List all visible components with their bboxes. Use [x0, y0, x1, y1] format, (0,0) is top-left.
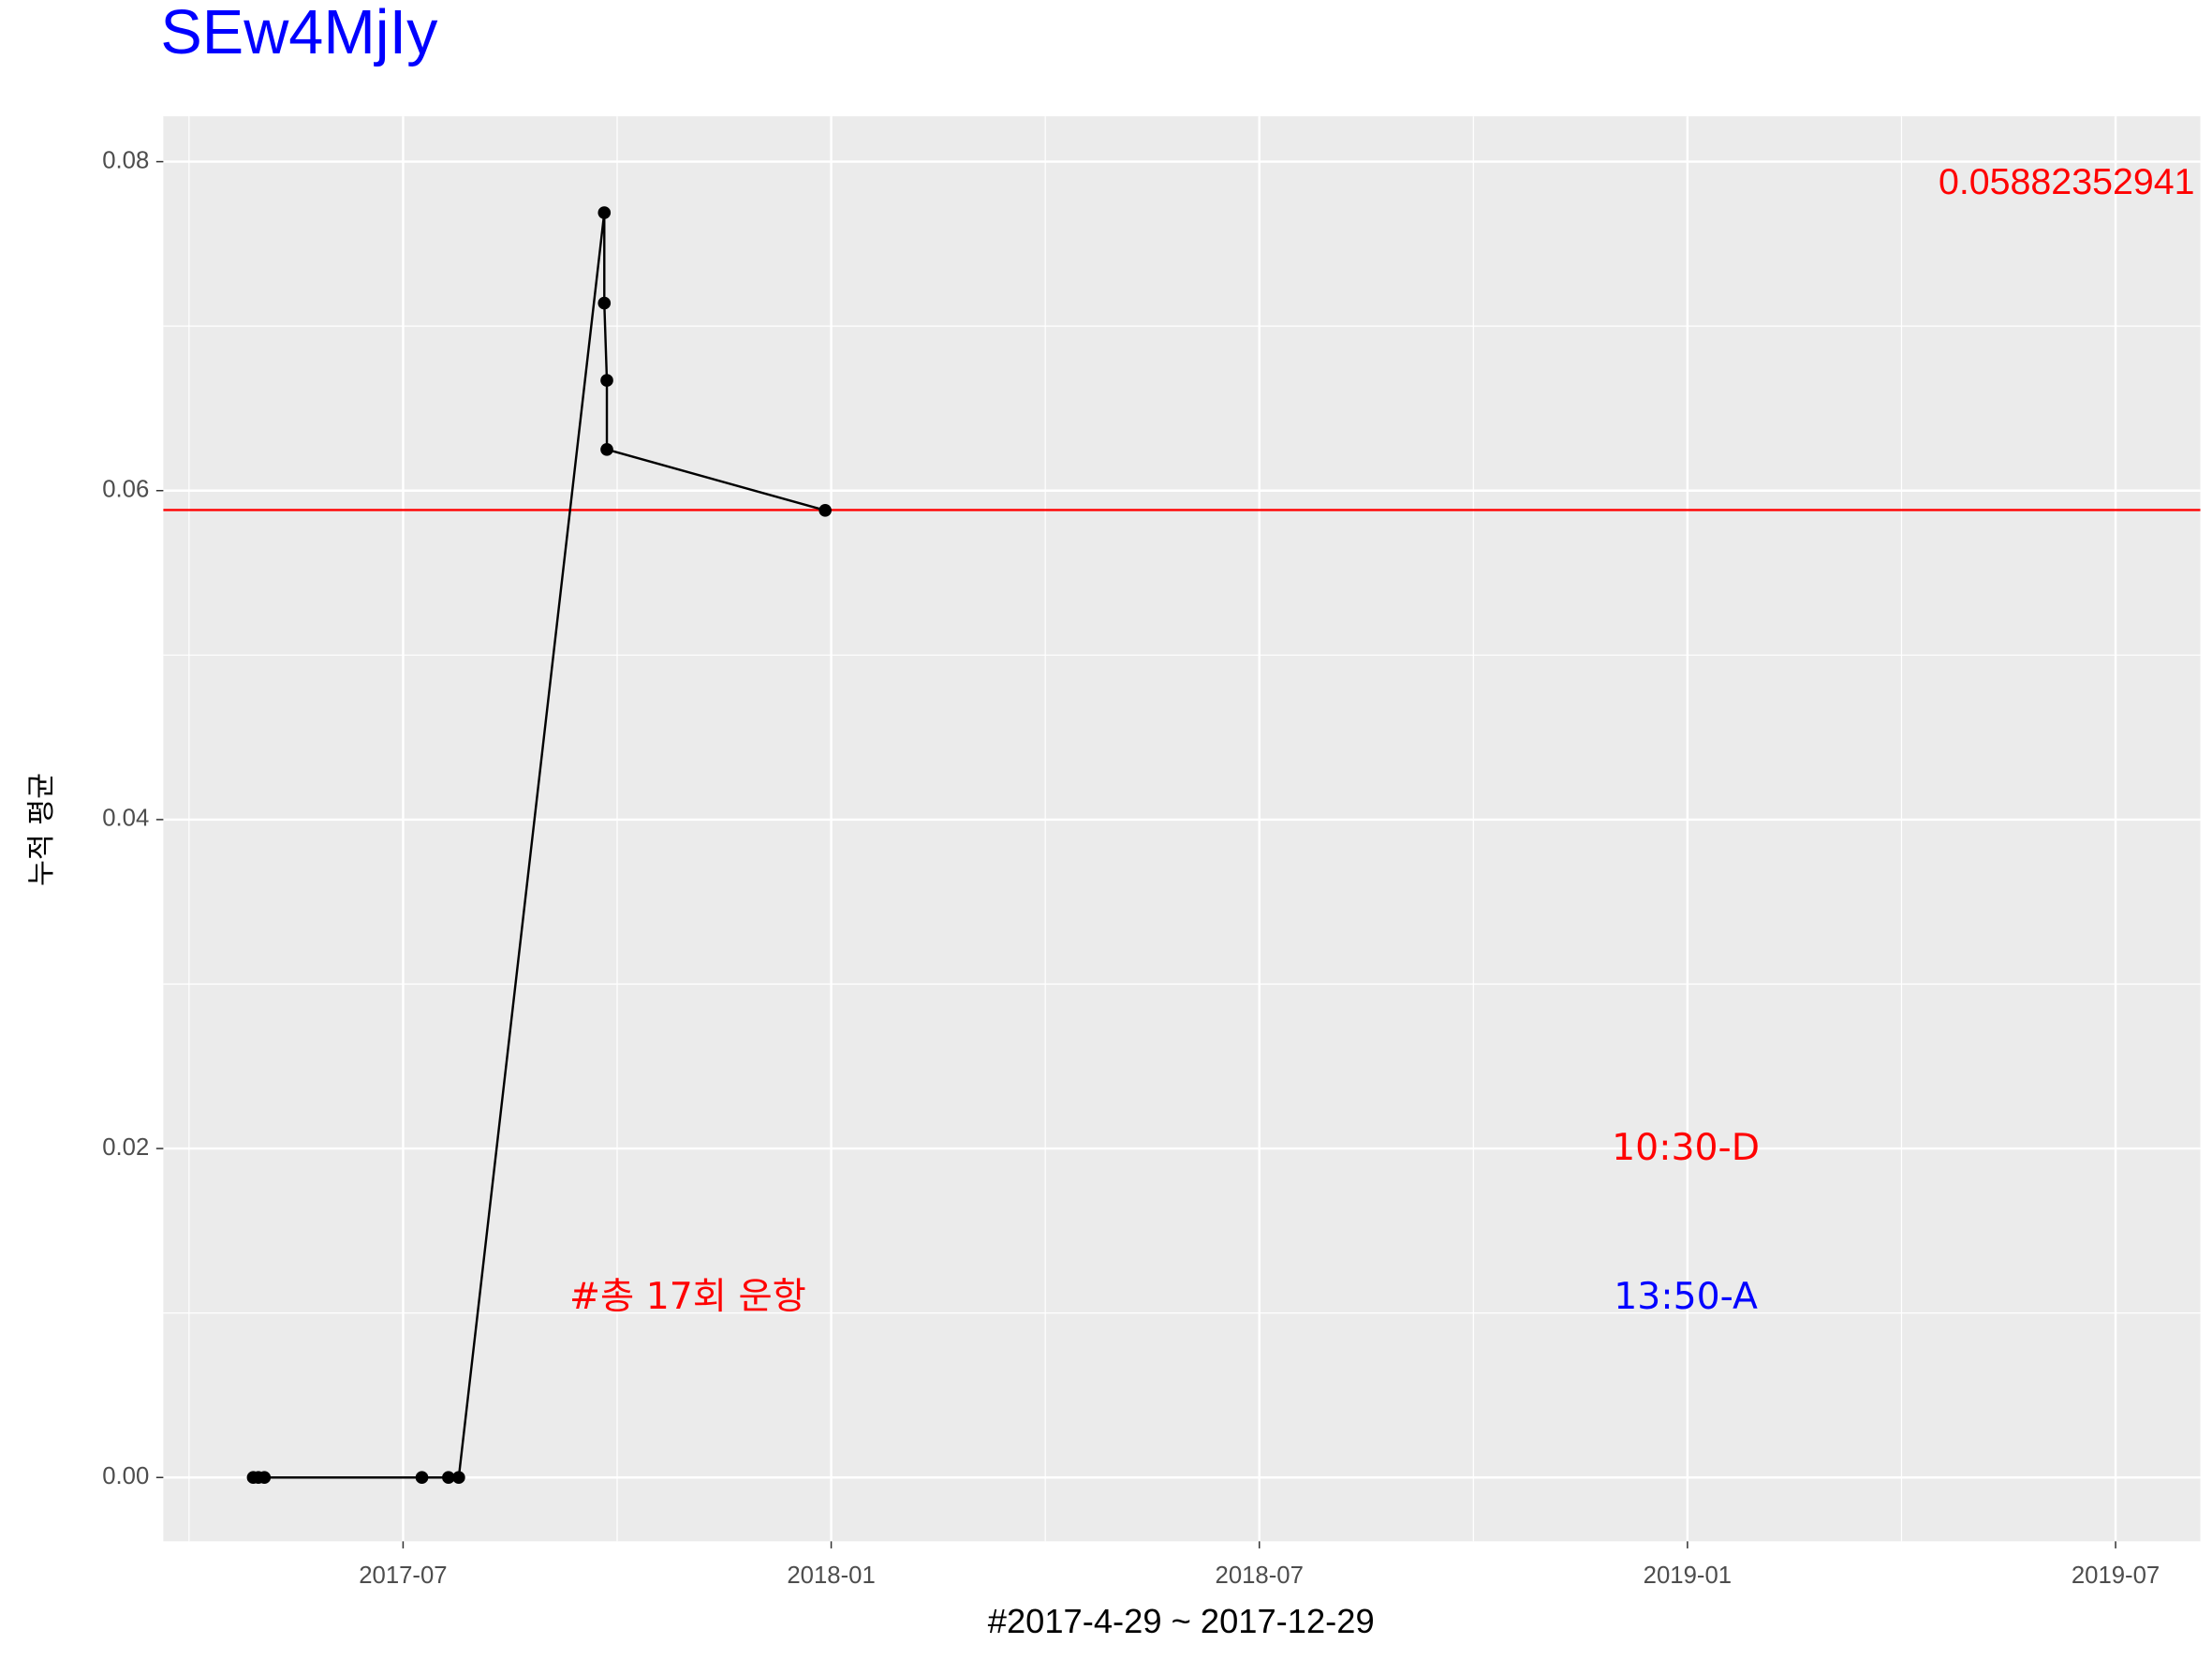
point: [258, 1471, 272, 1485]
panel: [163, 116, 2201, 1542]
point: [597, 296, 612, 310]
y-tick-label: 0.02: [102, 1134, 149, 1161]
y-tick-label: 0.08: [102, 147, 149, 173]
x-tick-label: 2018-01: [787, 1563, 875, 1589]
annotation: 13:50-A: [1614, 1275, 1758, 1318]
point: [600, 443, 613, 456]
point: [818, 504, 832, 517]
reference-value-label: 0.05882352941: [1939, 161, 2195, 202]
y-tick-label: 0.00: [102, 1463, 149, 1489]
marks: [163, 206, 2201, 1485]
x-tick-label: 2017-07: [359, 1563, 447, 1589]
annotation: 10:30-D: [1612, 1126, 1760, 1169]
annotation: #총 17회 운항: [569, 1275, 806, 1318]
x-axis-label: #2017-4-29 ~ 2017-12-29: [988, 1602, 1375, 1640]
grid: [155, 116, 2201, 1548]
chart-title: SEw4MjIy: [160, 0, 438, 67]
x-tick-label: 2019-01: [1644, 1563, 1732, 1589]
x-tick-label: 2019-07: [2072, 1563, 2160, 1589]
x-tick-label: 2018-07: [1216, 1563, 1304, 1589]
y-tick-label: 0.04: [102, 806, 149, 832]
y-tick-label: 0.06: [102, 477, 149, 503]
point: [597, 206, 612, 219]
point: [600, 374, 613, 387]
point: [415, 1471, 429, 1485]
point: [442, 1471, 455, 1485]
point: [452, 1471, 465, 1485]
y-axis-label: 누적 평균: [25, 773, 58, 886]
